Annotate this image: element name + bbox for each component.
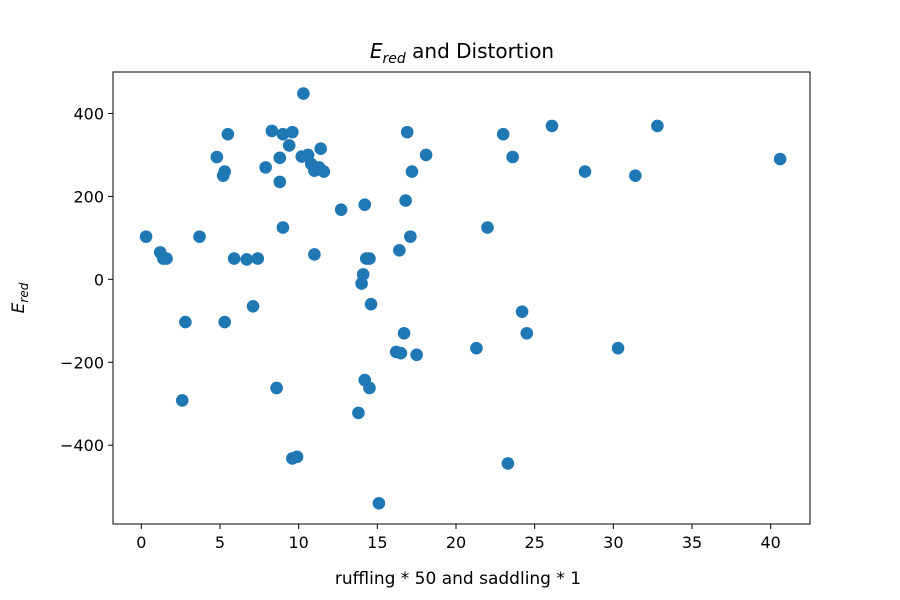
x-tick-label: 5 [215, 533, 225, 552]
y-tick-label: 200 [73, 187, 104, 206]
chart-title-sub: red [383, 51, 406, 67]
data-point [179, 315, 192, 329]
data-point [273, 151, 287, 165]
y-axis-label-main: E [9, 302, 29, 313]
data-point [317, 165, 331, 178]
data-point [210, 150, 224, 164]
data-point [246, 299, 260, 313]
data-point [251, 252, 265, 265]
data-point [578, 165, 592, 178]
y-tick-label: 400 [73, 104, 104, 123]
data-point [352, 406, 365, 420]
x-tick-label: 30 [603, 533, 623, 552]
data-point [358, 198, 372, 211]
y-axis-label: Ered [9, 282, 31, 313]
data-point [139, 230, 153, 243]
data-point [363, 381, 376, 395]
chart-title-rest: and Distortion [406, 39, 554, 63]
data-point [520, 326, 534, 340]
data-point [227, 252, 241, 265]
y-tick-label: 0 [94, 270, 104, 289]
data-point [773, 152, 787, 166]
y-tick-label: −400 [60, 436, 104, 455]
data-point [372, 496, 386, 510]
data-point [259, 161, 272, 174]
data-point [276, 221, 290, 234]
plot-area-frame [112, 71, 811, 525]
chart-title: Ered and Distortion [370, 39, 554, 67]
data-point [273, 175, 287, 189]
x-tick-label: 0 [136, 533, 146, 552]
data-point [364, 297, 378, 311]
data-point [611, 341, 625, 355]
data-point [399, 194, 412, 207]
x-tick-label: 35 [682, 533, 702, 552]
data-point [218, 315, 232, 329]
data-point [545, 119, 559, 133]
x-axis-label: ruffling * 50 and saddling * 1 [335, 569, 581, 589]
data-point [308, 248, 321, 261]
chart-title-main: E [370, 39, 383, 63]
data-point [270, 381, 283, 395]
data-point [629, 169, 642, 182]
data-point [221, 127, 235, 141]
x-tick-label: 20 [446, 533, 466, 552]
data-point [334, 203, 348, 216]
data-point [282, 139, 296, 152]
y-axis-label-sub: red [17, 282, 31, 302]
data-point [218, 165, 232, 178]
x-tick-label: 15 [367, 533, 387, 552]
data-point [286, 125, 299, 139]
data-point [404, 230, 417, 243]
data-points [139, 87, 787, 510]
data-point [363, 252, 376, 265]
data-point [356, 268, 370, 281]
data-point [394, 346, 408, 360]
data-point [506, 150, 519, 164]
data-point [651, 119, 664, 133]
data-point [297, 87, 310, 100]
axis-ticks: 0 5 10 15 20 25 30 35 40 −400 −200 0 200 400 [60, 104, 781, 552]
data-point [496, 127, 510, 141]
data-point [314, 142, 327, 156]
data-point [400, 125, 414, 139]
data-point [470, 341, 483, 355]
x-tick-label: 40 [760, 533, 780, 552]
data-point [393, 244, 406, 257]
data-point [481, 221, 494, 234]
y-tick-label: −200 [60, 353, 104, 372]
data-point [501, 457, 515, 470]
data-point [397, 326, 411, 340]
data-point [175, 394, 189, 407]
data-point [405, 165, 419, 178]
data-point [160, 252, 173, 265]
data-point [276, 127, 290, 141]
data-point [240, 253, 254, 266]
data-point [410, 348, 423, 362]
data-point [290, 450, 304, 464]
x-tick-label: 10 [288, 533, 308, 552]
data-point [265, 124, 279, 138]
x-tick-label: 25 [524, 533, 544, 552]
data-point [193, 230, 206, 243]
data-point [419, 148, 433, 162]
data-point [515, 305, 529, 318]
